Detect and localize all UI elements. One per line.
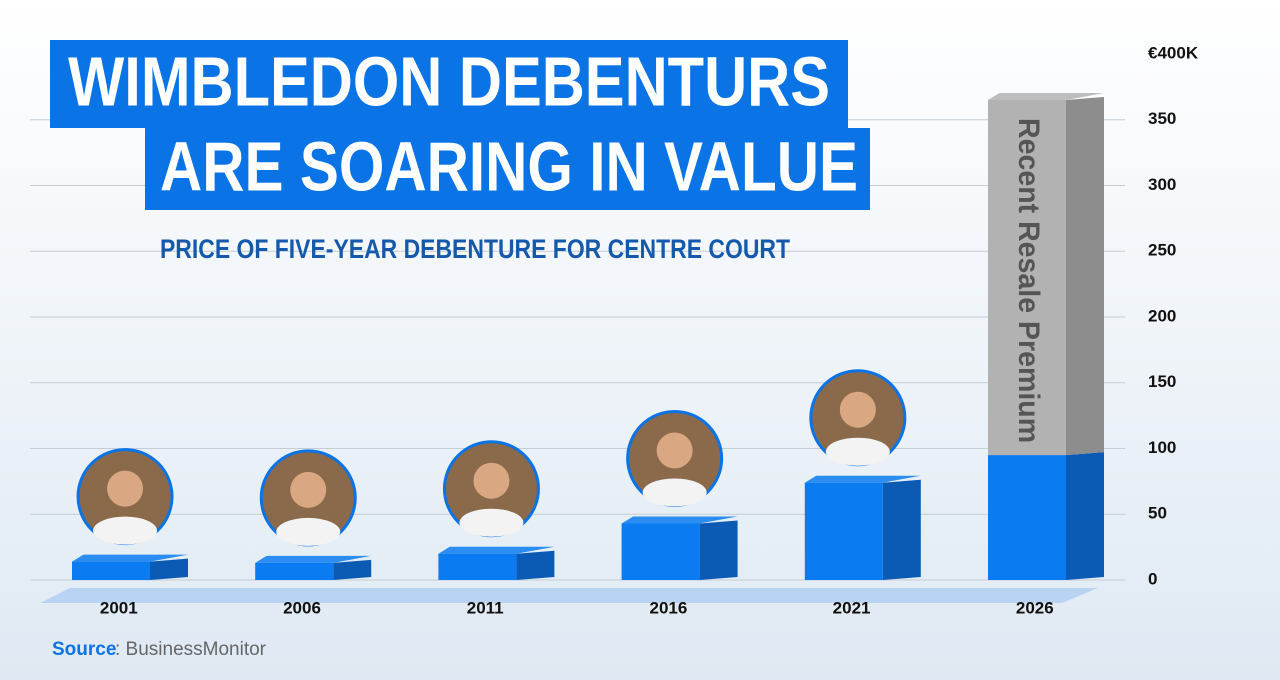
- x-tick-label: 2026: [1016, 598, 1054, 617]
- player-photo-body: [93, 516, 158, 545]
- player-photo-face: [473, 462, 510, 499]
- bar-side: [882, 479, 921, 580]
- floor: [40, 588, 1098, 603]
- bar: [255, 562, 334, 580]
- y-tick-label: 150: [1148, 372, 1176, 391]
- player-photo-body: [825, 437, 890, 466]
- chart-title: ARE SOARING IN VALUE: [160, 127, 858, 205]
- player-photo-face: [839, 391, 876, 428]
- bar: [988, 455, 1066, 580]
- bar: [804, 482, 883, 580]
- bar-top: [438, 546, 555, 554]
- bars: 2001 2006 2011 2016 2021 2026 Recent Resale Pr…: [72, 93, 1104, 617]
- bar-side: [333, 559, 372, 580]
- player-photo-body: [642, 478, 707, 507]
- y-tick-label: 50: [1148, 504, 1167, 523]
- x-tick-label: 2021: [833, 598, 871, 617]
- bar: [438, 553, 517, 580]
- x-tick-label: 2011: [467, 598, 504, 617]
- bar: [988, 100, 1066, 456]
- chart-subtitle: PRICE OF FIVE-YEAR DEBENTURE FOR CENTRE …: [160, 234, 790, 264]
- y-tick-label: 0: [1148, 569, 1157, 588]
- y-tick-label: 350: [1148, 109, 1176, 128]
- player-photo-face: [107, 470, 144, 507]
- y-tick-label: 100: [1148, 438, 1176, 457]
- y-tick-label: 300: [1148, 175, 1176, 194]
- player-photo-body: [459, 508, 524, 537]
- bar: [72, 561, 150, 580]
- series-label: Recent Resale Premium: [1012, 118, 1045, 443]
- bar-top: [255, 555, 372, 563]
- y-tick-label: 250: [1148, 241, 1176, 260]
- title-box: [50, 40, 848, 128]
- bar-side: [1066, 97, 1104, 456]
- bar-side: [1066, 452, 1104, 580]
- x-tick-label: 2016: [649, 598, 687, 617]
- grid: 0 50 100 150 200 250 300 350 €400K: [30, 43, 1199, 588]
- bar: [621, 523, 700, 580]
- player-photo-body: [276, 517, 341, 546]
- y-tick-label: 200: [1148, 306, 1176, 325]
- bar-side: [699, 520, 738, 580]
- x-tick-label: 2001: [100, 598, 138, 617]
- source: : BusinessMonitor: [115, 639, 267, 660]
- bar-top: [804, 475, 921, 483]
- title-box: [145, 128, 870, 210]
- bar-top: [988, 93, 1104, 101]
- player-photo-face: [290, 471, 327, 508]
- player-photo-face: [656, 432, 693, 469]
- source-label: Source: [52, 639, 116, 660]
- chart-title: WIMBLEDON DEBENTURS: [68, 42, 830, 120]
- bar-side: [150, 558, 188, 580]
- bar-top: [621, 516, 738, 524]
- y-tick-label: €400K: [1148, 43, 1199, 62]
- bar-top: [72, 554, 188, 562]
- x-tick-label: 2006: [283, 598, 321, 617]
- bar-side: [516, 550, 555, 580]
